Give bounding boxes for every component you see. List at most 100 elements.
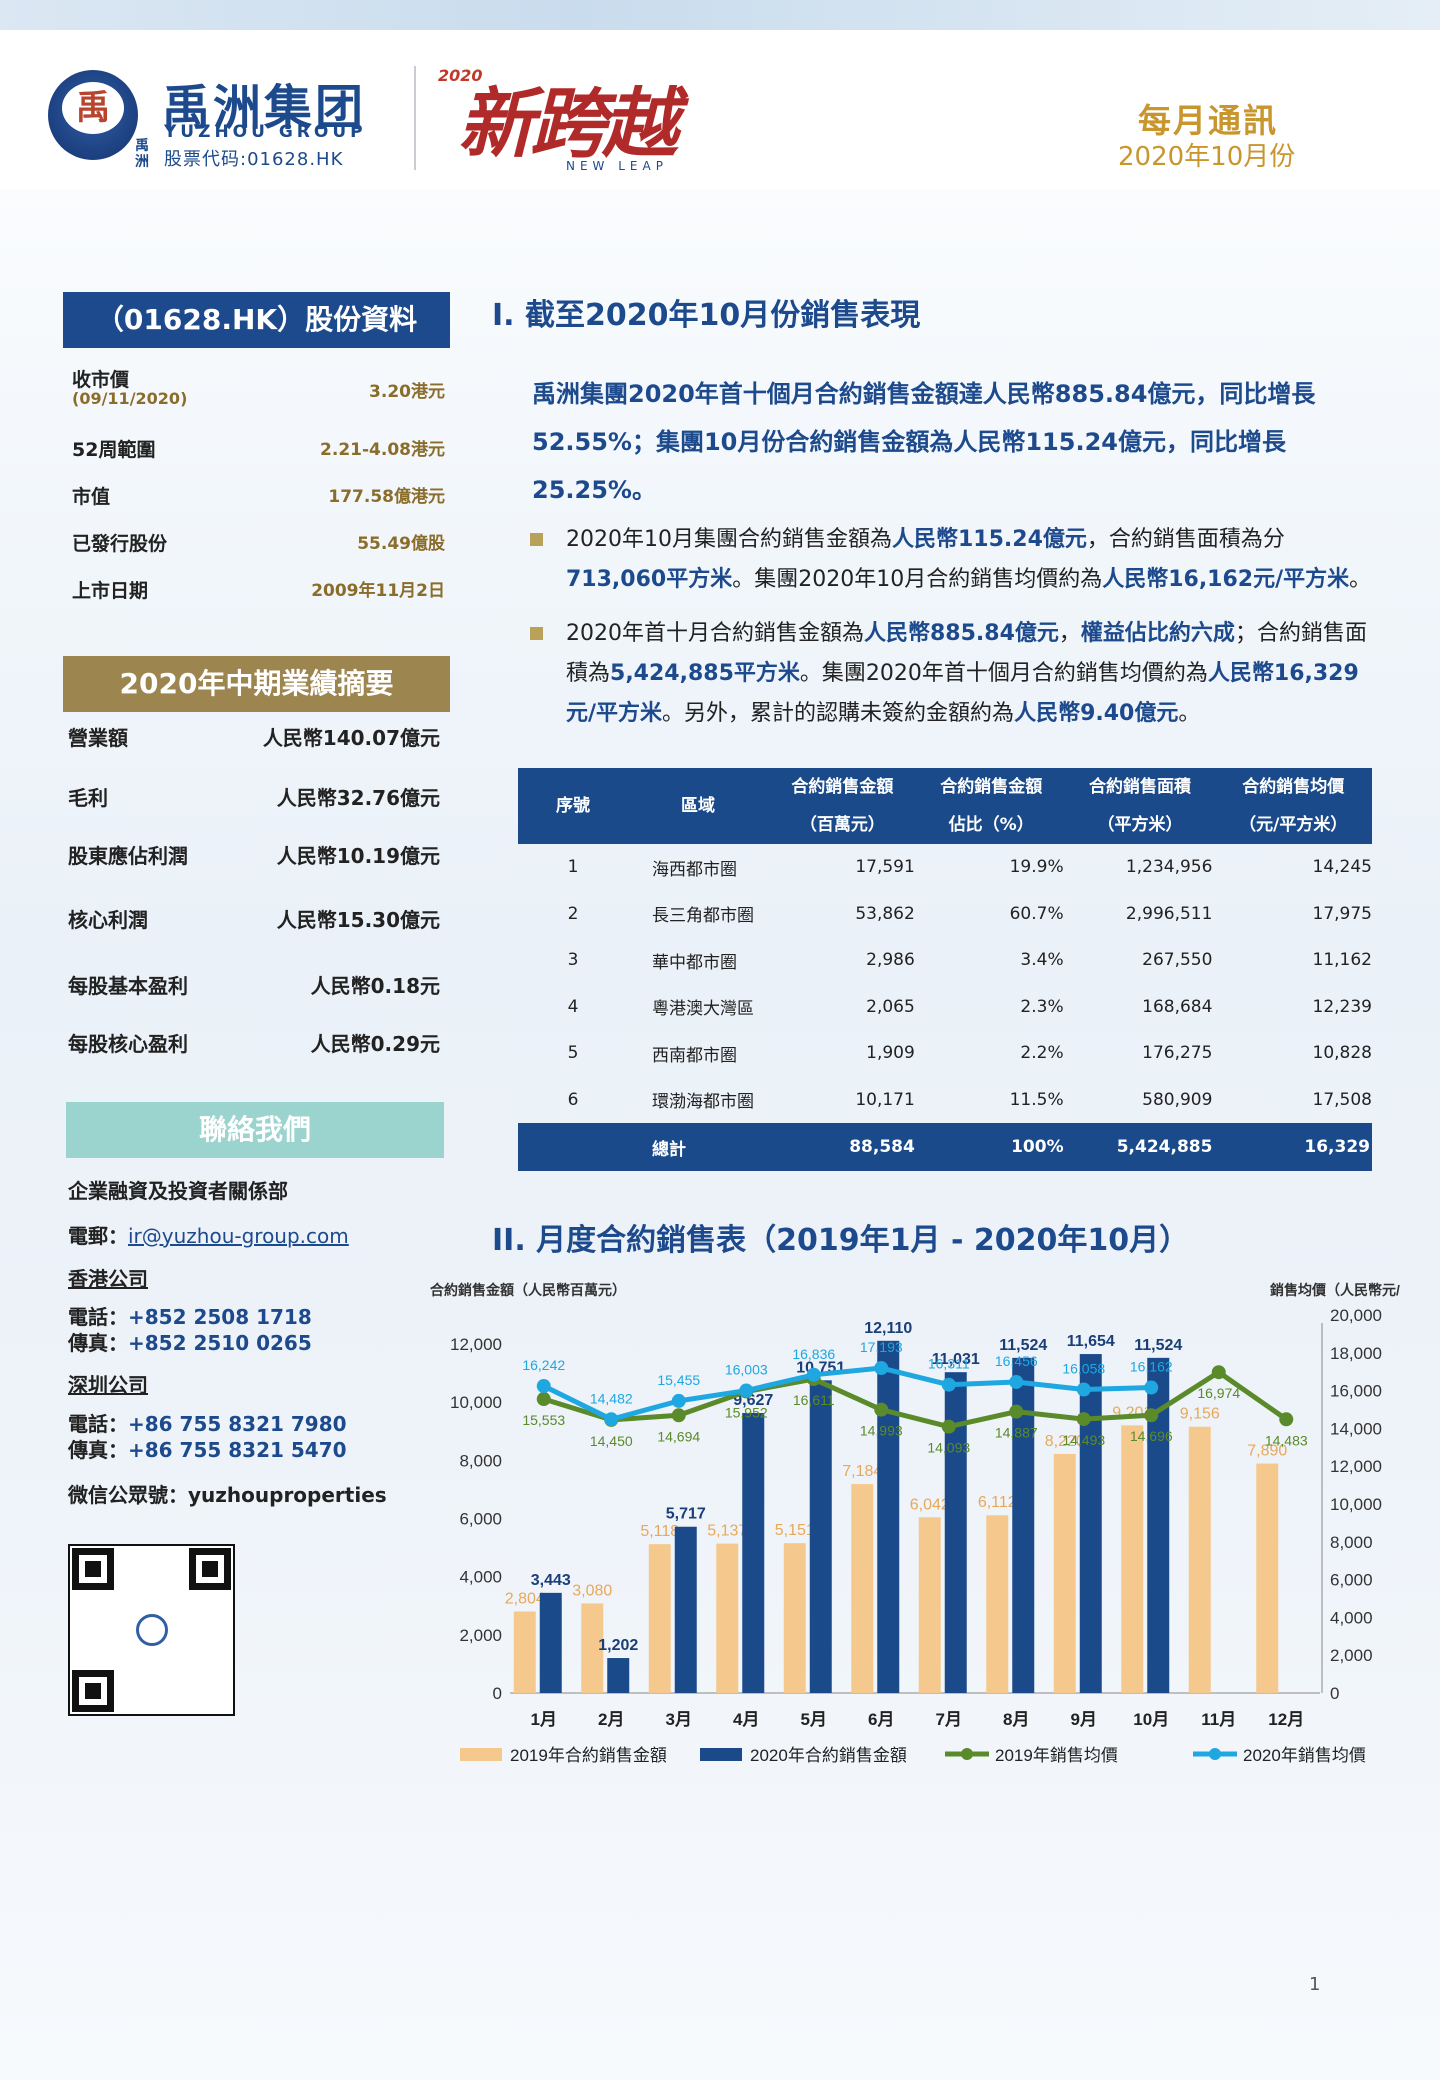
point-label-2019: 14,450 bbox=[590, 1433, 633, 1449]
section2-title: II. 月度合約銷售表（2019年1月 - 2020年10月） bbox=[492, 1223, 1190, 1258]
table-cell: 10,171 bbox=[855, 1089, 915, 1110]
bar-2020 bbox=[944, 1372, 967, 1693]
bar-2020 bbox=[809, 1380, 832, 1693]
table-cell: 環渤海都市圈 bbox=[652, 1092, 754, 1113]
table-row: 6 環渤海都市圈 10,171 11.5% 580,909 17,508 bbox=[518, 1077, 1372, 1124]
table-total-cell: 5,424,885 bbox=[1065, 1123, 1215, 1171]
col-header: 合約銷售均價 bbox=[1214, 768, 1372, 806]
point-label-2020: 16,162 bbox=[1130, 1359, 1173, 1375]
highlight: 權益佔比約六成 bbox=[1080, 621, 1235, 646]
table-row: 2 長三角都市圈 53,862 60.7% 2,996,511 17,975 bbox=[518, 891, 1372, 938]
point-label-2019: 14,093 bbox=[927, 1440, 970, 1456]
table-cell: 580,909 bbox=[1142, 1089, 1213, 1110]
table-cell: 17,591 bbox=[855, 857, 915, 878]
wechat-qr-code[interactable] bbox=[68, 1544, 235, 1716]
point-2020-avg bbox=[1009, 1374, 1024, 1389]
top-decor-band bbox=[0, 0, 1440, 30]
point-label-2019: 15,553 bbox=[522, 1412, 565, 1428]
interim-value: 人民幣0.29元 bbox=[310, 1032, 440, 1056]
interim-label: 核心利潤 bbox=[68, 908, 148, 932]
y-tick-left: 8,000 bbox=[459, 1451, 502, 1470]
bar-2019 bbox=[986, 1515, 1009, 1693]
table-cell: 2,986 bbox=[866, 950, 915, 971]
table-cell: 西南都市圈 bbox=[652, 1045, 737, 1066]
bar-label-2019: 8,220 bbox=[1045, 1433, 1085, 1450]
col-subheader: 佔比（%） bbox=[916, 806, 1066, 844]
col-header: 合約銷售面積 bbox=[1065, 768, 1215, 806]
bar-2019 bbox=[513, 1611, 536, 1693]
bar-label-2019: 5,118 bbox=[640, 1523, 679, 1540]
bar-label-2019: 6,042 bbox=[910, 1496, 950, 1513]
email-link[interactable]: ir@yuzhou-group.com bbox=[128, 1224, 349, 1248]
table-total-cell bbox=[518, 1123, 628, 1171]
point-2019-avg bbox=[1076, 1412, 1091, 1427]
point-label-2019: 14,993 bbox=[860, 1423, 903, 1439]
hk-tel: +852 2508 1718 bbox=[128, 1305, 312, 1329]
table-cell: 267,550 bbox=[1142, 950, 1213, 971]
table-cell: 168,684 bbox=[1142, 996, 1213, 1017]
qr-logo-icon bbox=[136, 1614, 168, 1646]
point-2019-avg bbox=[1009, 1404, 1024, 1419]
bullet-2: 2020年首十月合約銷售金額為人民幣885.84億元，權益佔比約六成；合約銷售面… bbox=[530, 614, 1382, 734]
company-name-en: YUZHOU GROUP bbox=[164, 122, 367, 142]
hk-fax: +852 2510 0265 bbox=[128, 1331, 312, 1355]
bar-label-2020: 12,110 bbox=[864, 1320, 912, 1337]
table-cell: 11.5% bbox=[1009, 1089, 1064, 1110]
point-label-2020: 16,003 bbox=[725, 1362, 768, 1378]
share-sublabel: (09/11/2020) bbox=[72, 389, 188, 408]
highlight: 人民幣885.84億元 bbox=[864, 621, 1059, 646]
share-row-close: 收市價 (09/11/2020) 3.20港元 bbox=[70, 365, 445, 411]
x-tick-label: 12月 bbox=[1268, 1710, 1304, 1729]
x-tick-label: 2月 bbox=[598, 1710, 624, 1729]
interim-label: 股東應佔利潤 bbox=[68, 844, 188, 868]
table-row: 1 海西都市圈 17,591 19.9% 1,234,956 14,245 bbox=[518, 844, 1372, 891]
fax-label: 傳真： bbox=[68, 1331, 128, 1355]
sz-fax: +86 755 8321 5470 bbox=[128, 1438, 347, 1462]
sales-table: 序號 區域 合約銷售金額 合約銷售金額 合約銷售面積 合約銷售均價 （百萬元） … bbox=[518, 768, 1372, 1171]
table-cell: 2,065 bbox=[866, 996, 915, 1017]
share-label: 52周範圍 bbox=[72, 439, 156, 461]
tel-label: 電話： bbox=[68, 1412, 128, 1436]
qr-finder bbox=[72, 1548, 114, 1590]
table-cell: 2 bbox=[567, 903, 579, 924]
campaign-title: 新跨越 bbox=[458, 79, 678, 168]
table-cell: 1 bbox=[567, 857, 579, 878]
table-cell: 176,275 bbox=[1142, 1043, 1213, 1064]
share-label: 收市價 bbox=[72, 369, 130, 391]
legend-swatch-dot bbox=[961, 1748, 973, 1760]
x-tick-label: 3月 bbox=[666, 1710, 692, 1729]
point-label-2019: 14,483 bbox=[1265, 1432, 1308, 1448]
legend-swatch bbox=[460, 1748, 502, 1761]
table-row: 5 西南都市圈 1,909 2.2% 176,275 10,828 bbox=[518, 1030, 1372, 1077]
interim-value: 人民幣10.19億元 bbox=[276, 844, 440, 868]
table-subheader-row: （百萬元） 佔比（%） （平方米） （元/平方米） bbox=[518, 806, 1372, 844]
table-cell: 長三角都市圈 bbox=[652, 906, 754, 927]
x-tick-label: 6月 bbox=[868, 1710, 894, 1729]
bar-label-2020: 3,443 bbox=[531, 1572, 571, 1589]
bullet-square-icon bbox=[530, 533, 543, 546]
bar-2019 bbox=[1256, 1463, 1279, 1693]
newsletter-title: 每月通訊 bbox=[1138, 101, 1278, 140]
qr-finder bbox=[189, 1548, 231, 1590]
point-label-2020: 17,193 bbox=[860, 1339, 903, 1355]
highlight: 人民幣16,329元/平方米 bbox=[566, 661, 1359, 726]
share-label: 已發行股份 bbox=[72, 533, 168, 555]
bullet-1: 2020年10月集團合約銷售金額為人民幣115.24億元，合約銷售面積為分 713… bbox=[530, 520, 1382, 600]
bar-label-2019: 2,804 bbox=[505, 1590, 545, 1607]
legend-label: 2020年銷售均價 bbox=[1243, 1746, 1366, 1765]
point-2019-avg bbox=[536, 1392, 551, 1407]
point-2020-avg bbox=[1076, 1382, 1091, 1397]
highlight: 人民幣16,162元/平方米 bbox=[1102, 567, 1350, 592]
point-label-2020: 16,456 bbox=[995, 1353, 1038, 1369]
campaign-year: 2020 bbox=[438, 66, 483, 85]
table-cell: 12,239 bbox=[1312, 996, 1372, 1017]
table-cell: 17,508 bbox=[1312, 1089, 1372, 1110]
y-tick-right: 14,000 bbox=[1330, 1419, 1382, 1438]
header-divider bbox=[414, 66, 416, 170]
table-cell: 60.7% bbox=[1009, 903, 1064, 924]
y-tick-left: 6,000 bbox=[459, 1510, 502, 1529]
bar-label-2019: 9,156 bbox=[1180, 1406, 1220, 1423]
text: 。集團2020年10月合約銷售均價約為 bbox=[732, 567, 1103, 592]
col-header: 區域 bbox=[628, 768, 768, 844]
table-cell: 10,828 bbox=[1312, 1043, 1372, 1064]
